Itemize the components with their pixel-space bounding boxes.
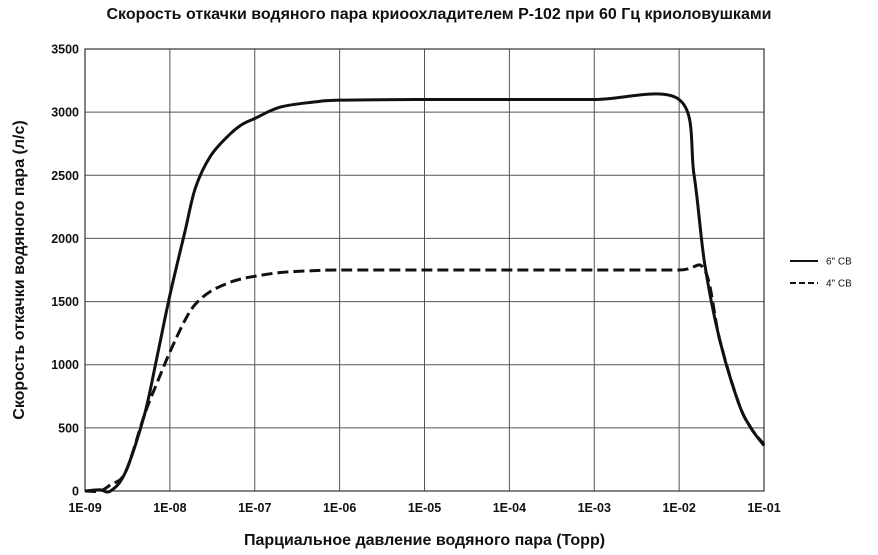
y-tick-label: 2500	[51, 169, 79, 183]
x-tick-label: 1E-09	[68, 501, 101, 515]
series-line-6in-cb	[84, 92, 766, 494]
legend-label: 4" CB	[826, 279, 852, 290]
legend-label: 6" CB	[826, 257, 852, 268]
x-tick-label: 1E-07	[238, 501, 271, 515]
x-tick-label: 1E-04	[493, 501, 526, 515]
y-tick-label: 0	[72, 485, 79, 499]
x-tick-label: 1E-06	[323, 501, 356, 515]
legend: 6" CB 4" CB	[790, 257, 852, 290]
chart-title: Скорость откачки водяного пара криоохлад…	[106, 6, 772, 23]
y-tick-label: 500	[58, 421, 79, 435]
series-lines	[84, 92, 766, 494]
y-tick-label: 3000	[51, 106, 79, 120]
y-tick-label: 1500	[51, 295, 79, 309]
x-tick-label: 1E-03	[578, 501, 611, 515]
y-axis-label: Скорость откачки водяного пара (л/с)	[11, 120, 28, 419]
x-axis-label: Парциальное давление водяного пара (Торр…	[244, 532, 605, 549]
plot-border	[84, 48, 765, 492]
y-tick-label: 1000	[51, 358, 79, 372]
grid	[84, 48, 765, 492]
y-tick-label: 2000	[51, 232, 79, 246]
y-tick-label: 3500	[51, 43, 79, 57]
series-line-4in-cb	[84, 263, 766, 493]
x-tick-label: 1E-05	[408, 501, 441, 515]
x-tick-label: 1E-01	[747, 501, 780, 515]
x-tick-label: 1E-08	[153, 501, 186, 515]
tick-labels: 0 500 1000 1500 2000 2500 3000 3500 1E-09 1E-08 1E…	[51, 43, 781, 516]
x-tick-label: 1E-02	[662, 501, 695, 515]
